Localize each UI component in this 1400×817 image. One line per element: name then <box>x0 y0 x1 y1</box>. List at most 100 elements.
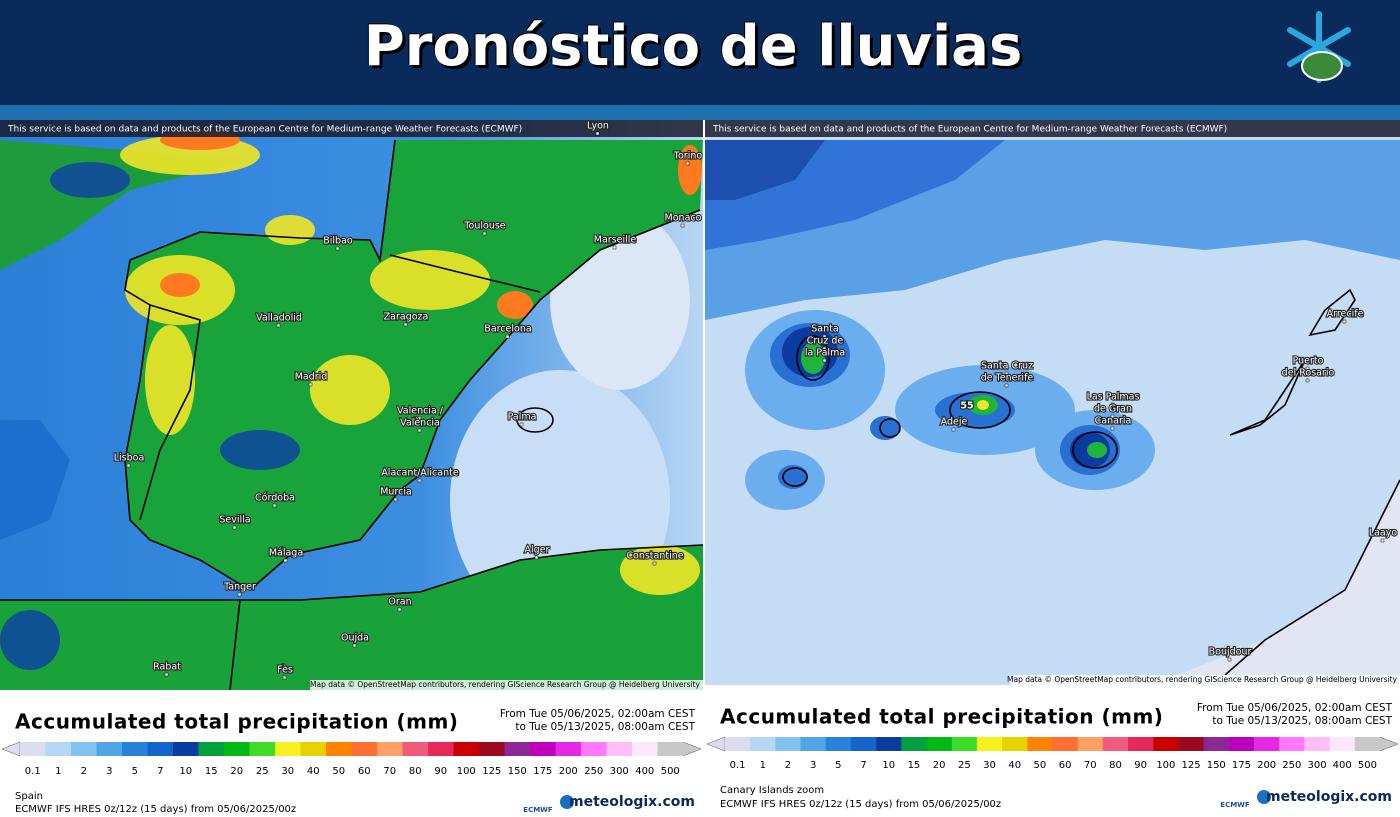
place-label: Lisboa <box>114 453 145 464</box>
color-swatch <box>377 742 403 756</box>
color-swatch <box>555 742 582 756</box>
scale-label: 250 <box>1282 760 1301 771</box>
scale-label: 100 <box>1156 760 1175 771</box>
place-dot <box>417 416 422 421</box>
color-swatch <box>300 742 327 756</box>
scale-label: 70 <box>1084 760 1097 771</box>
scale-label: 20 <box>933 760 946 771</box>
place-dot <box>403 322 408 327</box>
bar-arrow <box>682 741 702 757</box>
place-label: de Gran <box>1094 404 1132 415</box>
color-swatch <box>1052 737 1079 751</box>
color-swatch <box>1228 737 1255 751</box>
scale-label: 300 <box>610 766 629 777</box>
scale-label: 100 <box>457 766 476 777</box>
place-label: de Tenerife <box>981 373 1034 384</box>
color-swatch <box>1279 737 1305 751</box>
color-swatch <box>1203 737 1230 751</box>
color-swatch <box>96 742 123 756</box>
place-label: Alacant/Alicante <box>381 468 459 479</box>
scale-label: 500 <box>1358 760 1377 771</box>
scale-label: 60 <box>358 766 371 777</box>
place-label: Santa Cruz <box>981 361 1033 372</box>
color-swatch <box>249 742 276 756</box>
color-swatch <box>402 742 429 756</box>
color-swatch <box>428 742 454 756</box>
place-label: Canaria <box>1095 416 1132 427</box>
scale-label: 7 <box>860 760 866 771</box>
color-swatch <box>453 742 480 756</box>
color-swatch <box>1002 737 1028 751</box>
color-swatch <box>1304 737 1331 751</box>
notice-bar <box>0 120 703 137</box>
page-title: Pronóstico de lluvias <box>363 14 1023 79</box>
place-label: Laayo <box>1369 528 1398 539</box>
attribution: Map data © OpenStreetMap contributors, r… <box>310 680 701 689</box>
period: to Tue 05/13/2025, 08:00am CEST <box>1212 715 1392 727</box>
place-dot <box>232 525 237 530</box>
scale-label: 80 <box>409 766 422 777</box>
place-label: Bilbao <box>323 236 353 247</box>
place-dot <box>680 223 685 228</box>
color-swatch <box>1254 737 1280 751</box>
brand-icon <box>560 795 574 809</box>
place-label: Boujdour <box>1209 647 1252 658</box>
scale-label: 50 <box>1034 760 1047 771</box>
place-dot <box>1342 319 1347 324</box>
scale-label: 1 <box>55 766 61 777</box>
scale-label: 30 <box>983 760 996 771</box>
scale-label: 40 <box>307 766 320 777</box>
scale-label: 50 <box>332 766 345 777</box>
scale-label: 5 <box>132 766 138 777</box>
place-label: Murcia <box>380 487 412 498</box>
place-dot <box>397 607 402 612</box>
color-swatch <box>173 742 199 756</box>
brand: meteologix.com <box>1266 789 1392 805</box>
color-swatch <box>800 737 827 751</box>
place-label: Arrecife <box>1327 309 1364 320</box>
place-label: Oran <box>388 597 411 608</box>
color-swatch <box>1077 737 1104 751</box>
place-dot <box>393 497 398 502</box>
brand-icon <box>1257 790 1271 804</box>
color-swatch <box>326 742 352 756</box>
color-swatch <box>876 737 902 751</box>
color-swatch <box>351 742 378 756</box>
color-swatch <box>825 737 852 751</box>
place-label: del Rosario <box>1282 368 1335 379</box>
place-label: Córdoba <box>255 493 295 504</box>
color-swatch <box>530 742 556 756</box>
place-label: Madrid <box>295 372 328 383</box>
place-dot <box>335 246 340 251</box>
place-label: Lyon <box>587 121 609 132</box>
place-label: Sevilla <box>219 515 250 526</box>
place-dot <box>822 334 827 339</box>
scale-label: 25 <box>256 766 269 777</box>
place-dot <box>685 161 690 166</box>
color-swatch <box>45 742 72 756</box>
color-swatch <box>479 742 505 756</box>
place-label: Constantine <box>626 551 683 562</box>
scale-label: 200 <box>1257 760 1276 771</box>
scale-label: 250 <box>584 766 603 777</box>
place-label: Barcelona <box>484 324 531 335</box>
place-label: Alger <box>525 545 550 556</box>
color-swatch <box>1354 737 1381 751</box>
place-label: Marseille <box>594 235 637 246</box>
color-swatch <box>1027 737 1053 751</box>
scale-label: 500 <box>661 766 680 777</box>
color-swatch <box>122 742 148 756</box>
place-dot <box>1110 426 1115 431</box>
place-dot <box>308 382 313 387</box>
scale-label: 175 <box>1232 760 1251 771</box>
color-swatch <box>20 742 46 756</box>
place-label: Adeje <box>941 417 968 428</box>
place-dot <box>519 422 524 427</box>
place-dot <box>595 131 600 136</box>
place-label: Torino <box>673 151 703 162</box>
place-dot <box>282 675 287 680</box>
place-dot <box>822 346 827 351</box>
place-dot <box>283 558 288 563</box>
color-swatch <box>581 742 607 756</box>
